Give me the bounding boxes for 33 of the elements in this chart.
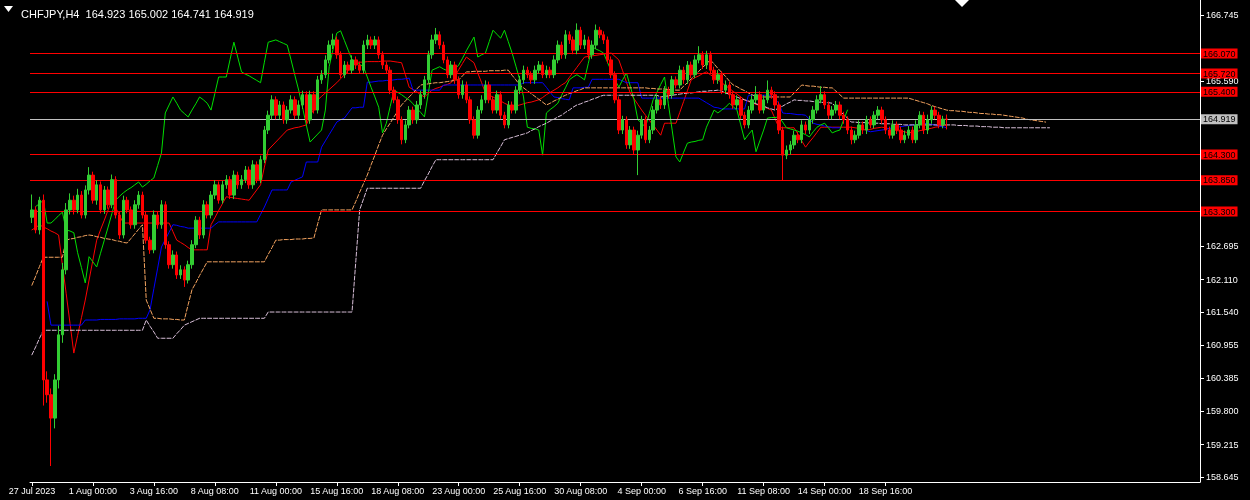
x-tick-label: 18 Aug 08:00 bbox=[371, 485, 425, 496]
x-tick-label: 11 Sep 08:00 bbox=[737, 485, 791, 496]
x-tick-label: 25 Aug 16:00 bbox=[493, 485, 547, 496]
x-tick-label: 18 Sep 16:00 bbox=[858, 485, 913, 496]
x-tick-label: 14 Sep 00:00 bbox=[797, 485, 852, 496]
x-tick-label: 15 Aug 16:00 bbox=[310, 485, 364, 496]
ref-line-label: 164.919 bbox=[1203, 114, 1236, 125]
y-tick-label: 162.695 bbox=[1206, 241, 1239, 252]
x-tick-label: 6 Sep 16:00 bbox=[678, 485, 727, 496]
ref-line-label: 165.400 bbox=[1203, 86, 1236, 97]
y-tick-label: 161.540 bbox=[1206, 307, 1239, 318]
x-tick-label: 30 Aug 08:00 bbox=[554, 485, 608, 496]
text: CHFJPY,H4 164.923 165.002 164.741 164.919 bbox=[21, 7, 254, 20]
y-tick-label: 165.590 bbox=[1206, 76, 1239, 86]
ref-line-label: 163.850 bbox=[1203, 175, 1236, 186]
y-tick-label: 159.215 bbox=[1206, 439, 1239, 450]
ref-line-label: 164.300 bbox=[1203, 149, 1236, 160]
ref-line-label: 163.300 bbox=[1203, 206, 1236, 217]
y-tick-label: 160.955 bbox=[1206, 340, 1239, 351]
ref-line-label: 166.070 bbox=[1203, 48, 1236, 59]
x-tick-label: 23 Aug 00:00 bbox=[432, 485, 486, 496]
ref-line-label: 165.720 bbox=[1203, 68, 1236, 79]
y-tick-label: 160.385 bbox=[1206, 372, 1239, 383]
y-tick-label: 159.800 bbox=[1206, 406, 1239, 417]
x-tick-label: 8 Aug 08:00 bbox=[190, 485, 239, 496]
y-tick-label: 158.645 bbox=[1206, 472, 1239, 483]
x-tick-label: 4 Sep 00:00 bbox=[617, 485, 666, 496]
x-tick-label: 3 Aug 16:00 bbox=[129, 485, 178, 496]
x-tick-label: 11 Aug 00:00 bbox=[249, 485, 303, 496]
x-tick-label: 1 Aug 00:00 bbox=[68, 485, 117, 496]
y-tick-label: 166.745 bbox=[1206, 10, 1239, 21]
x-tick-label: 27 Jul 2023 bbox=[8, 485, 56, 496]
y-tick-label: 162.110 bbox=[1206, 274, 1238, 285]
